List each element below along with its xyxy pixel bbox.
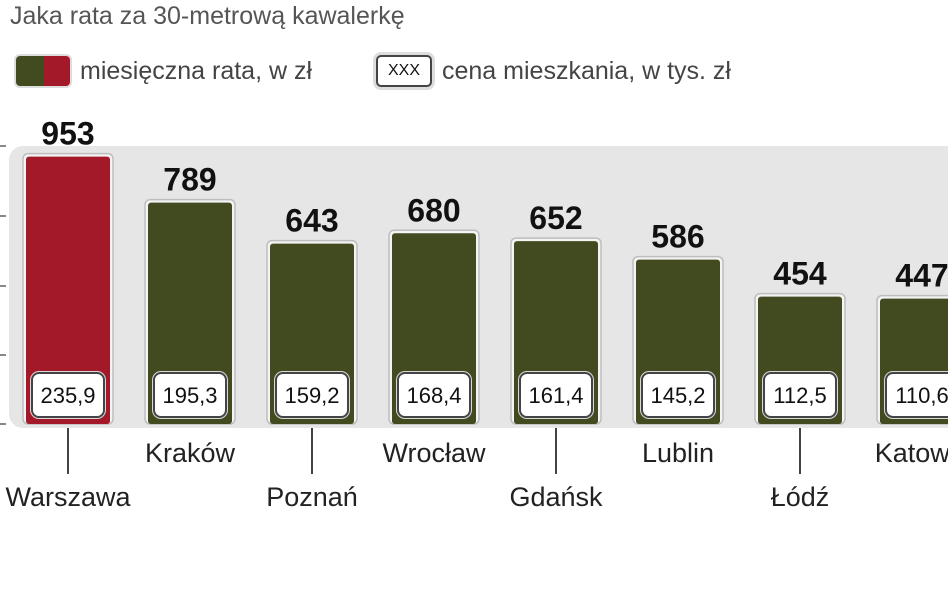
price-box bbox=[763, 372, 837, 418]
bar-value-label: 586 bbox=[651, 219, 704, 255]
legend-rate-label: miesięczna rata, w zł bbox=[80, 56, 313, 85]
price-label: 168,4 bbox=[406, 383, 461, 408]
legend-price-key: XXX bbox=[376, 55, 432, 87]
category-label: Poznań bbox=[266, 482, 358, 512]
bar-value-label: 953 bbox=[41, 116, 94, 152]
legend-swatch bbox=[16, 56, 70, 86]
category-label: Gdańsk bbox=[509, 482, 603, 512]
bar-value-label: 447 bbox=[895, 258, 948, 294]
price-box bbox=[885, 372, 948, 418]
category-label: Katowic bbox=[875, 438, 948, 468]
price-box bbox=[153, 372, 227, 418]
legend-price-label: cena mieszkania, w tys. zł bbox=[442, 56, 731, 85]
price-label: 145,2 bbox=[650, 383, 705, 408]
price-box bbox=[397, 372, 471, 418]
chart-title: Jaka rata za 30-metrową kawalerkę bbox=[10, 2, 405, 30]
category-label: Lublin bbox=[642, 438, 714, 468]
price-label: 235,9 bbox=[40, 383, 95, 408]
price-label: 159,2 bbox=[284, 383, 339, 408]
bar bbox=[26, 156, 110, 424]
bar-value-label: 680 bbox=[407, 192, 460, 228]
legend-monthly-rate: miesięczna rata, w zł bbox=[16, 53, 312, 89]
category-label: Łódź bbox=[771, 482, 830, 512]
bar-value-label: 454 bbox=[773, 256, 827, 292]
bar bbox=[148, 202, 232, 424]
price-label: 110,6 bbox=[895, 383, 948, 408]
category-label: Kraków bbox=[145, 438, 236, 468]
category-label: Warszawa bbox=[5, 482, 131, 512]
price-label: 161,4 bbox=[528, 383, 583, 408]
bar-value-label: 643 bbox=[285, 203, 338, 239]
price-box bbox=[519, 372, 593, 418]
price-box bbox=[31, 372, 105, 418]
bar-value-label: 789 bbox=[163, 162, 216, 198]
legend-swatch-green bbox=[16, 56, 43, 86]
price-box bbox=[641, 372, 715, 418]
legend-apartment-price: XXX cena mieszkania, w tys. zł bbox=[376, 53, 731, 89]
price-label: 112,5 bbox=[773, 383, 826, 408]
bar-value-label: 652 bbox=[529, 200, 582, 236]
price-label: 195,3 bbox=[162, 383, 217, 408]
category-label: Wrocław bbox=[382, 438, 486, 468]
price-box bbox=[275, 372, 349, 418]
legend-swatch-red bbox=[43, 56, 70, 86]
